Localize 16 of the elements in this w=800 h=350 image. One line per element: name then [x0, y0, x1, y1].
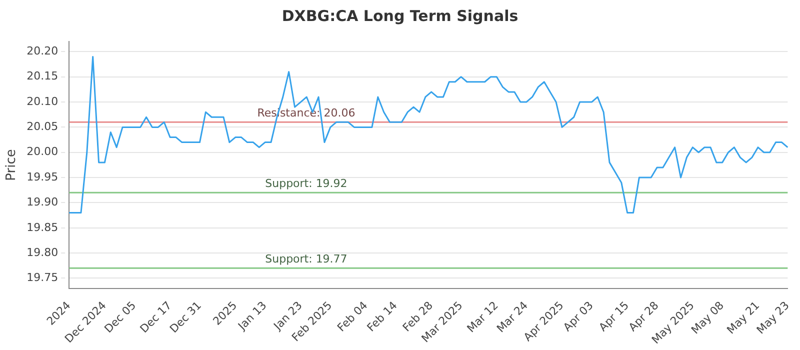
y-tick-label: 20.10: [26, 94, 58, 108]
ref-line-label: Support: 19.77: [265, 252, 348, 266]
chart-title: DXBG:CA Long Term Signals: [280, 6, 520, 27]
y-tick-label: 19.85: [26, 220, 58, 234]
y-tick-label: 19.80: [26, 246, 58, 259]
y-tick-label: 20.15: [26, 70, 58, 83]
y-tick-label: 19.75: [26, 271, 58, 284]
y-tick-label: 19.95: [26, 170, 58, 184]
y-tick-label: 20.05: [26, 120, 58, 134]
ref-line-label: Support: 19.92: [265, 177, 348, 190]
y-axis-title: Price: [4, 149, 20, 181]
y-tick-label: 20.20: [26, 44, 58, 58]
x-tick-label: Apr 15: [596, 298, 632, 334]
y-tick-label: 19.90: [26, 196, 58, 209]
x-tick-label: Jan 13: [234, 298, 270, 334]
y-tick-label: 20.00: [26, 145, 58, 158]
